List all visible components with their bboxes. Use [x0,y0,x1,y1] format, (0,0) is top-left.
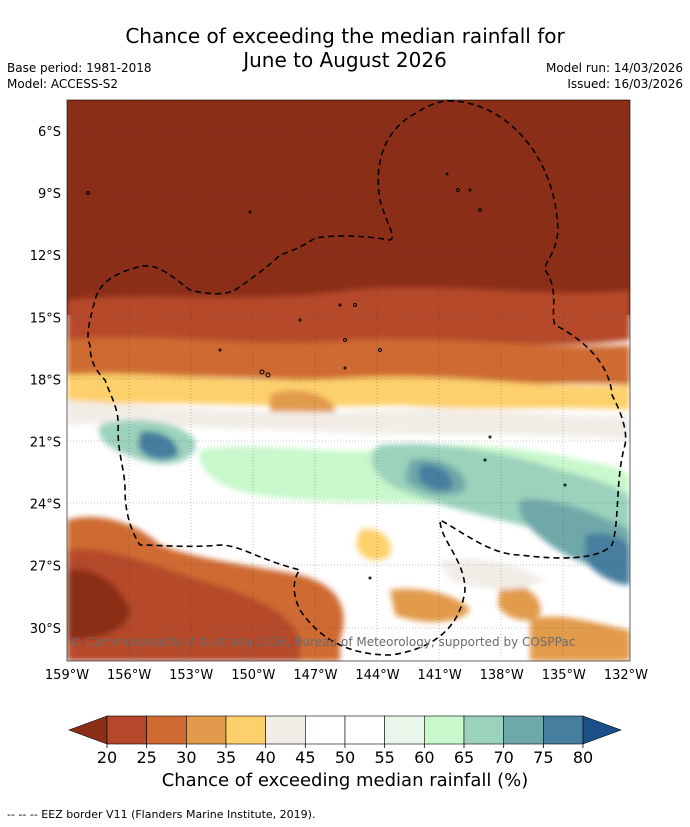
longitude-tick-label: 159°W [45,668,89,683]
colorbar-high-arrow [582,715,622,745]
colorbar-tick-label: 60 [414,748,434,767]
patch-neutral-south [440,558,545,590]
colorbar-segment [424,715,465,745]
band-very-dry [67,100,630,315]
band-neutral-1 [67,400,630,440]
colorbar-segment [225,715,266,745]
longitude-tick-label: 138°W [480,668,524,683]
map-title: Chance of exceeding the median rainfall … [0,24,690,72]
colorbar-tick-label: 55 [374,748,394,767]
latitude-tick-label: 21°S [30,436,61,451]
latitude-tick-label: 18°S [30,373,61,388]
band-dry [67,287,630,347]
colorbar-tick-label: 50 [335,748,355,767]
base-period: Base period: 1981-2018 [7,61,152,75]
very-wet-patch-west [138,431,179,460]
islands [86,172,567,580]
latitude-tick-label: 6°S [38,125,61,140]
colorbar-segment [543,715,584,745]
model-run: Model run: 14/03/2026 [545,61,683,75]
latitude-tick-label: 12°S [30,249,61,264]
patch-light-dry-south-2 [390,588,470,622]
longitude-tick-label: 147°W [293,668,337,683]
title-line-1: Chance of exceeding the median rainfall … [125,24,565,48]
latitude-tick-label: 24°S [30,498,61,513]
colorbar-tick-label: 80 [573,748,593,767]
band-slight-dry [67,373,630,410]
meta-right: Model run: 14/03/2026 Issued: 16/03/2026 [546,60,683,92]
colorbar-tick-label: 30 [176,748,196,767]
colorbar-tick-label: 40 [255,748,275,767]
colorbar-segment [384,715,425,745]
band-dry-south [67,549,300,661]
colorbar-segment [146,715,187,745]
latitude-tick-label: 15°S [30,311,61,326]
colorbar-segment [186,715,227,745]
very-wet-patch-east [585,533,630,585]
colorbar-tick-label: 65 [454,748,474,767]
colorbar-title: Chance of exceeding median rainfall (%) [161,770,529,791]
latitude-axis: 6°S 9°S 12°S 15°S 18°S 21°S 24°S 27°S 30°S [30,125,61,637]
colorbar-segment [344,715,385,745]
colorbar-segment [305,715,346,745]
longitude-tick-label: 153°W [169,668,213,683]
colorbar-segment [265,715,306,745]
colorbar-segment [503,715,544,745]
patch-light-dry-south-3 [498,584,541,621]
issued-date: Issued: 16/03/2026 [567,77,683,91]
longitude-tick-label: 141°W [418,668,462,683]
longitude-tick-label: 135°W [542,668,586,683]
colorbar-segment [106,715,147,745]
very-wet-patch-central [418,464,453,491]
map-frame [66,99,631,662]
band-mod-dry [67,337,630,385]
colorbar-tick-label: 45 [295,748,315,767]
longitude-tick-label: 150°W [231,668,275,683]
eez-border [87,100,627,656]
colorbar-tick-label: 20 [97,748,117,767]
patch-slight-dry-south-1 [356,529,391,561]
latitude-tick-label: 9°S [38,187,61,202]
colorbar-tick-label: 75 [533,748,553,767]
band-very-dry-south [67,569,130,640]
colorbar-segment [463,715,504,745]
longitude-tick-label: 156°W [107,668,151,683]
colorbar-tick-label: 70 [493,748,513,767]
meta-left: Base period: 1981-2018 Model: ACCESS-S2 [7,60,152,92]
colorbar: 20 25 30 35 40 45 50 55 60 65 70 75 80 [68,715,622,767]
longitude-tick-label: 144°W [355,668,399,683]
title-line-2: June to August 2026 [243,48,447,72]
latitude-tick-label: 30°S [30,622,61,637]
rainfall-field: © Commonwealth of Australia 2026, Bureau… [67,100,630,661]
copyright-text: © Commonwealth of Australia 2026, Bureau… [70,635,575,649]
model-name: Model: ACCESS-S2 [7,77,119,91]
eez-footnote: -- -- -- EEZ border V11 (Flanders Marine… [7,808,316,821]
longitude-axis: 159°W 156°W 153°W 150°W 147°W 144°W 141°W 138°W… [45,668,648,683]
colorbar-tick-label: 35 [216,748,236,767]
latitude-tick-label: 27°S [30,560,61,575]
longitude-tick-label: 132°W [604,668,648,683]
colorbar-low-arrow [68,715,108,745]
colorbar-tick-label: 25 [136,748,156,767]
gridlines [67,100,630,661]
patch-light-dry-south-4 [530,616,630,661]
